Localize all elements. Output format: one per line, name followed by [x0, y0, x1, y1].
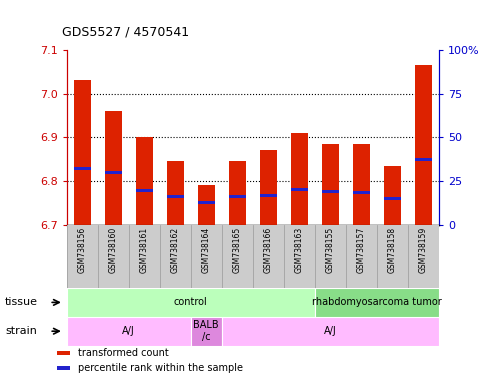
Bar — [229, 195, 246, 197]
Bar — [222, 317, 439, 346]
Bar — [105, 171, 122, 174]
Bar — [73, 81, 91, 225]
Bar — [260, 151, 277, 225]
Text: GSM738160: GSM738160 — [108, 227, 118, 273]
Text: GSM738158: GSM738158 — [387, 227, 397, 273]
Text: tissue: tissue — [5, 297, 38, 308]
Text: strain: strain — [5, 326, 37, 336]
Bar — [191, 317, 222, 346]
Text: transformed count: transformed count — [78, 348, 169, 358]
Text: GSM738162: GSM738162 — [171, 227, 179, 273]
Text: GSM738166: GSM738166 — [264, 227, 273, 273]
Bar — [198, 200, 214, 204]
Bar — [136, 189, 153, 192]
Text: GSM738159: GSM738159 — [419, 227, 428, 273]
Bar — [315, 288, 439, 317]
Text: rhabdomyosarcoma tumor: rhabdomyosarcoma tumor — [312, 297, 442, 308]
Text: GSM738163: GSM738163 — [295, 227, 304, 273]
Bar — [321, 190, 339, 193]
Bar — [57, 351, 70, 355]
Bar — [105, 111, 122, 225]
Text: BALB
/c: BALB /c — [193, 320, 219, 342]
Bar — [415, 158, 432, 161]
Text: GSM738156: GSM738156 — [77, 227, 87, 273]
Bar — [167, 161, 184, 225]
Bar — [291, 187, 308, 190]
Bar — [198, 185, 214, 225]
Bar — [291, 133, 308, 225]
Bar — [384, 197, 401, 200]
Bar — [229, 161, 246, 225]
Bar — [67, 288, 315, 317]
Text: GSM738155: GSM738155 — [326, 227, 335, 273]
Bar — [73, 167, 91, 170]
Bar — [415, 65, 432, 225]
Bar — [352, 191, 370, 194]
Bar — [136, 137, 153, 225]
Bar — [67, 317, 191, 346]
Text: GDS5527 / 4570541: GDS5527 / 4570541 — [62, 25, 189, 38]
Bar — [260, 194, 277, 197]
Bar — [352, 144, 370, 225]
Bar — [384, 166, 401, 225]
Bar — [167, 195, 184, 197]
Bar — [321, 144, 339, 225]
Text: percentile rank within the sample: percentile rank within the sample — [78, 363, 243, 373]
Text: A/J: A/J — [324, 326, 337, 336]
Bar — [57, 366, 70, 370]
Text: GSM738161: GSM738161 — [140, 227, 148, 273]
Text: GSM738164: GSM738164 — [202, 227, 211, 273]
Text: GSM738157: GSM738157 — [357, 227, 366, 273]
Text: A/J: A/J — [122, 326, 135, 336]
Text: control: control — [174, 297, 208, 308]
Text: GSM738165: GSM738165 — [233, 227, 242, 273]
